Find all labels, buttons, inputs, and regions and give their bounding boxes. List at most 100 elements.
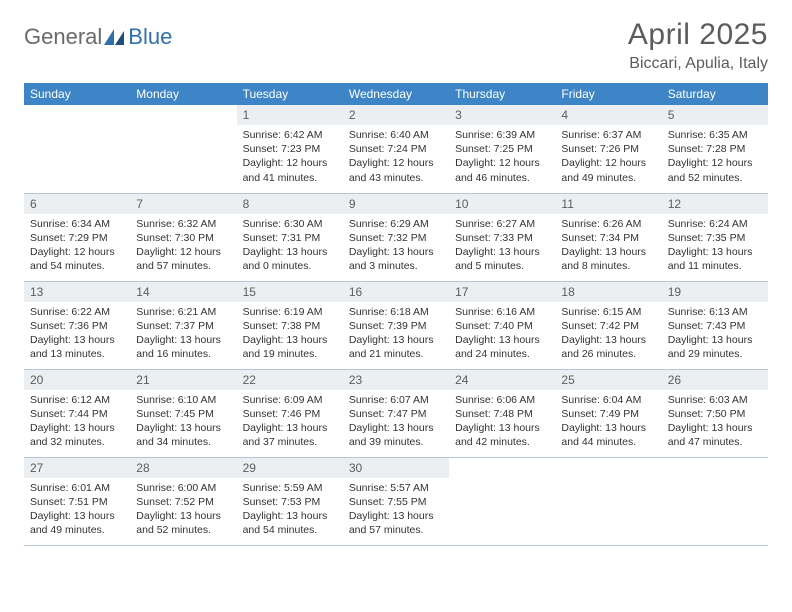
sunset-line: Sunset: 7:52 PM [136,495,230,509]
day-number: 3 [449,105,555,125]
sunrise-line: Sunrise: 6:07 AM [349,393,443,407]
sunset-line: Sunset: 7:23 PM [243,142,337,156]
day-number: 6 [24,194,130,214]
calendar-day-cell: 6Sunrise: 6:34 AMSunset: 7:29 PMDaylight… [24,193,130,281]
sunset-line: Sunset: 7:42 PM [561,319,655,333]
calendar-day-cell [130,105,236,193]
daylight-line: Daylight: 13 hours and 49 minutes. [30,509,124,537]
calendar-day-cell [24,105,130,193]
day-info: Sunrise: 6:13 AMSunset: 7:43 PMDaylight:… [662,302,768,366]
day-info: Sunrise: 6:15 AMSunset: 7:42 PMDaylight:… [555,302,661,366]
day-info: Sunrise: 6:29 AMSunset: 7:32 PMDaylight:… [343,214,449,278]
day-number: 14 [130,282,236,302]
day-info: Sunrise: 6:37 AMSunset: 7:26 PMDaylight:… [555,125,661,189]
calendar-day-cell: 5Sunrise: 6:35 AMSunset: 7:28 PMDaylight… [662,105,768,193]
sunrise-line: Sunrise: 6:03 AM [668,393,762,407]
day-number: 30 [343,458,449,478]
calendar-day-cell: 26Sunrise: 6:03 AMSunset: 7:50 PMDayligh… [662,369,768,457]
sunset-line: Sunset: 7:34 PM [561,231,655,245]
calendar-day-cell: 14Sunrise: 6:21 AMSunset: 7:37 PMDayligh… [130,281,236,369]
calendar-day-cell: 20Sunrise: 6:12 AMSunset: 7:44 PMDayligh… [24,369,130,457]
sunset-line: Sunset: 7:47 PM [349,407,443,421]
sunset-line: Sunset: 7:35 PM [668,231,762,245]
calendar-table: Sunday Monday Tuesday Wednesday Thursday… [24,83,768,546]
day-info: Sunrise: 6:30 AMSunset: 7:31 PMDaylight:… [237,214,343,278]
sunrise-line: Sunrise: 6:00 AM [136,481,230,495]
daylight-line: Daylight: 12 hours and 41 minutes. [243,156,337,184]
title-block: April 2025 Biccari, Apulia, Italy [628,18,768,73]
day-info: Sunrise: 6:34 AMSunset: 7:29 PMDaylight:… [24,214,130,278]
calendar-day-cell [449,457,555,545]
daylight-line: Daylight: 13 hours and 0 minutes. [243,245,337,273]
daylight-line: Daylight: 13 hours and 11 minutes. [668,245,762,273]
calendar-day-cell: 29Sunrise: 5:59 AMSunset: 7:53 PMDayligh… [237,457,343,545]
daylight-line: Daylight: 13 hours and 8 minutes. [561,245,655,273]
calendar-day-cell: 28 Sunrise: 6:00 AMSunset: 7:52 PMDayligh… [130,457,236,545]
daylight-line: Daylight: 12 hours and 54 minutes. [30,245,124,273]
logo-sail-icon [104,29,126,45]
daylight-line: Daylight: 13 hours and 26 minutes. [561,333,655,361]
daylight-line: Daylight: 12 hours and 46 minutes. [455,156,549,184]
daylight-line: Daylight: 13 hours and 34 minutes. [136,421,230,449]
logo-text-general: General [24,24,102,50]
day-info: Sunrise: 6:12 AMSunset: 7:44 PMDaylight:… [24,390,130,454]
header: General Blue April 2025 Biccari, Apulia,… [24,18,768,73]
sunrise-line: Sunrise: 6:12 AM [30,393,124,407]
day-number: 28 [130,458,236,478]
calendar-day-cell: 17Sunrise: 6:16 AMSunset: 7:40 PMDayligh… [449,281,555,369]
day-number: 21 [130,370,236,390]
day-info: Sunrise: 6:07 AMSunset: 7:47 PMDaylight:… [343,390,449,454]
calendar-day-cell [555,457,661,545]
sunrise-line: Sunrise: 6:15 AM [561,305,655,319]
sunrise-line: Sunrise: 6:06 AM [455,393,549,407]
weekday-header: Monday [130,83,236,105]
daylight-line: Daylight: 13 hours and 37 minutes. [243,421,337,449]
calendar-day-cell: 27Sunrise: 6:01 AMSunset: 7:51 PMDayligh… [24,457,130,545]
calendar-week-row: 20Sunrise: 6:12 AMSunset: 7:44 PMDayligh… [24,369,768,457]
sunrise-line: Sunrise: 6:34 AM [30,217,124,231]
sunset-line: Sunset: 7:36 PM [30,319,124,333]
daylight-line: Daylight: 13 hours and 52 minutes. [136,509,230,537]
calendar-body: 1Sunrise: 6:42 AMSunset: 7:23 PMDaylight… [24,105,768,545]
calendar-day-cell: 21Sunrise: 6:10 AMSunset: 7:45 PMDayligh… [130,369,236,457]
day-number: 27 [24,458,130,478]
calendar-week-row: 27Sunrise: 6:01 AMSunset: 7:51 PMDayligh… [24,457,768,545]
sunrise-line: Sunrise: 5:57 AM [349,481,443,495]
sunrise-line: Sunrise: 6:18 AM [349,305,443,319]
sunset-line: Sunset: 7:50 PM [668,407,762,421]
weekday-header: Wednesday [343,83,449,105]
day-info: Sunrise: 6:16 AMSunset: 7:40 PMDaylight:… [449,302,555,366]
daylight-line: Daylight: 13 hours and 16 minutes. [136,333,230,361]
calendar-week-row: 1Sunrise: 6:42 AMSunset: 7:23 PMDaylight… [24,105,768,193]
day-info: Sunrise: 6:39 AMSunset: 7:25 PMDaylight:… [449,125,555,189]
day-info: Sunrise: 6:22 AMSunset: 7:36 PMDaylight:… [24,302,130,366]
sunset-line: Sunset: 7:53 PM [243,495,337,509]
day-number: 1 [237,105,343,125]
day-number: 23 [343,370,449,390]
daylight-line: Daylight: 12 hours and 43 minutes. [349,156,443,184]
day-info: Sunrise: 6:21 AMSunset: 7:37 PMDaylight:… [130,302,236,366]
sunrise-line: Sunrise: 6:39 AM [455,128,549,142]
sunrise-line: Sunrise: 6:40 AM [349,128,443,142]
sunrise-line: Sunrise: 6:09 AM [243,393,337,407]
weekday-header: Tuesday [237,83,343,105]
sunrise-line: Sunrise: 6:19 AM [243,305,337,319]
sunrise-line: Sunrise: 6:01 AM [30,481,124,495]
calendar-day-cell: 9Sunrise: 6:29 AMSunset: 7:32 PMDaylight… [343,193,449,281]
calendar-header-row: Sunday Monday Tuesday Wednesday Thursday… [24,83,768,105]
day-number: 26 [662,370,768,390]
daylight-line: Daylight: 13 hours and 29 minutes. [668,333,762,361]
daylight-line: Daylight: 13 hours and 32 minutes. [30,421,124,449]
calendar-day-cell: 7Sunrise: 6:32 AMSunset: 7:30 PMDaylight… [130,193,236,281]
day-number: 9 [343,194,449,214]
sunrise-line: Sunrise: 6:22 AM [30,305,124,319]
day-number: 18 [555,282,661,302]
sunrise-line: Sunrise: 6:37 AM [561,128,655,142]
day-info: Sunrise: 6:01 AMSunset: 7:51 PMDaylight:… [24,478,130,542]
sunset-line: Sunset: 7:40 PM [455,319,549,333]
day-number: 25 [555,370,661,390]
day-number: 13 [24,282,130,302]
sunset-line: Sunset: 7:24 PM [349,142,443,156]
calendar-day-cell: 4Sunrise: 6:37 AMSunset: 7:26 PMDaylight… [555,105,661,193]
day-info: Sunrise: 6:18 AMSunset: 7:39 PMDaylight:… [343,302,449,366]
